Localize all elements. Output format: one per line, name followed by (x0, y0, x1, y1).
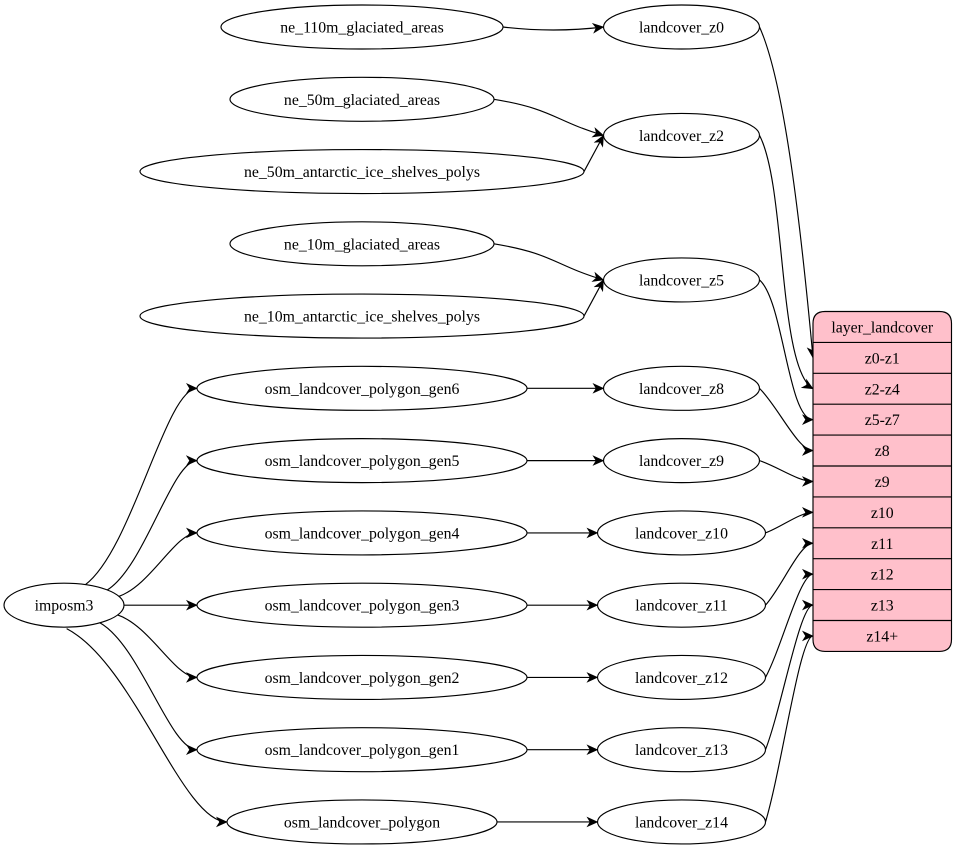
svg-text:ne_110m_glaciated_areas: ne_110m_glaciated_areas (280, 20, 443, 37)
svg-text:ne_10m_antarctic_ice_shelves_p: ne_10m_antarctic_ice_shelves_polys (244, 309, 480, 326)
svg-text:ne_50m_glaciated_areas: ne_50m_glaciated_areas (284, 92, 440, 109)
svg-text:landcover_z13: landcover_z13 (635, 742, 728, 759)
svg-text:landcover_z2: landcover_z2 (639, 128, 724, 145)
svg-text:landcover_z12: landcover_z12 (635, 670, 728, 687)
svg-text:landcover_z10: landcover_z10 (635, 525, 728, 542)
svg-text:z11: z11 (871, 536, 893, 553)
svg-text:layer_landcover: layer_landcover (831, 319, 933, 336)
svg-text:osm_landcover_polygon_gen6: osm_landcover_polygon_gen6 (265, 381, 460, 398)
svg-text:osm_landcover_polygon_gen2: osm_landcover_polygon_gen2 (265, 670, 460, 687)
svg-text:z5-z7: z5-z7 (865, 412, 900, 429)
svg-text:z0-z1: z0-z1 (865, 350, 900, 367)
svg-text:z8: z8 (875, 443, 890, 460)
svg-text:osm_landcover_polygon_gen4: osm_landcover_polygon_gen4 (265, 525, 460, 542)
svg-text:osm_landcover_polygon_gen5: osm_landcover_polygon_gen5 (265, 453, 460, 470)
svg-text:landcover_z14: landcover_z14 (635, 814, 728, 831)
svg-text:z10: z10 (871, 505, 894, 522)
svg-text:z14+: z14+ (866, 628, 898, 645)
svg-text:z12: z12 (871, 567, 894, 584)
svg-text:landcover_z0: landcover_z0 (639, 20, 724, 37)
svg-text:osm_landcover_polygon: osm_landcover_polygon (284, 814, 440, 831)
svg-text:osm_landcover_polygon_gen1: osm_landcover_polygon_gen1 (265, 742, 460, 759)
svg-text:landcover_z5: landcover_z5 (639, 272, 724, 289)
svg-text:z13: z13 (871, 598, 894, 615)
svg-text:landcover_z11: landcover_z11 (635, 598, 727, 615)
svg-text:landcover_z8: landcover_z8 (639, 381, 724, 398)
svg-text:z9: z9 (875, 474, 890, 491)
svg-text:ne_10m_glaciated_areas: ne_10m_glaciated_areas (284, 236, 440, 253)
svg-text:landcover_z9: landcover_z9 (639, 453, 724, 470)
svg-text:imposm3: imposm3 (35, 598, 94, 615)
svg-text:z2-z4: z2-z4 (865, 381, 900, 398)
svg-text:ne_50m_antarctic_ice_shelves_p: ne_50m_antarctic_ice_shelves_polys (244, 164, 480, 181)
svg-text:osm_landcover_polygon_gen3: osm_landcover_polygon_gen3 (265, 598, 460, 615)
